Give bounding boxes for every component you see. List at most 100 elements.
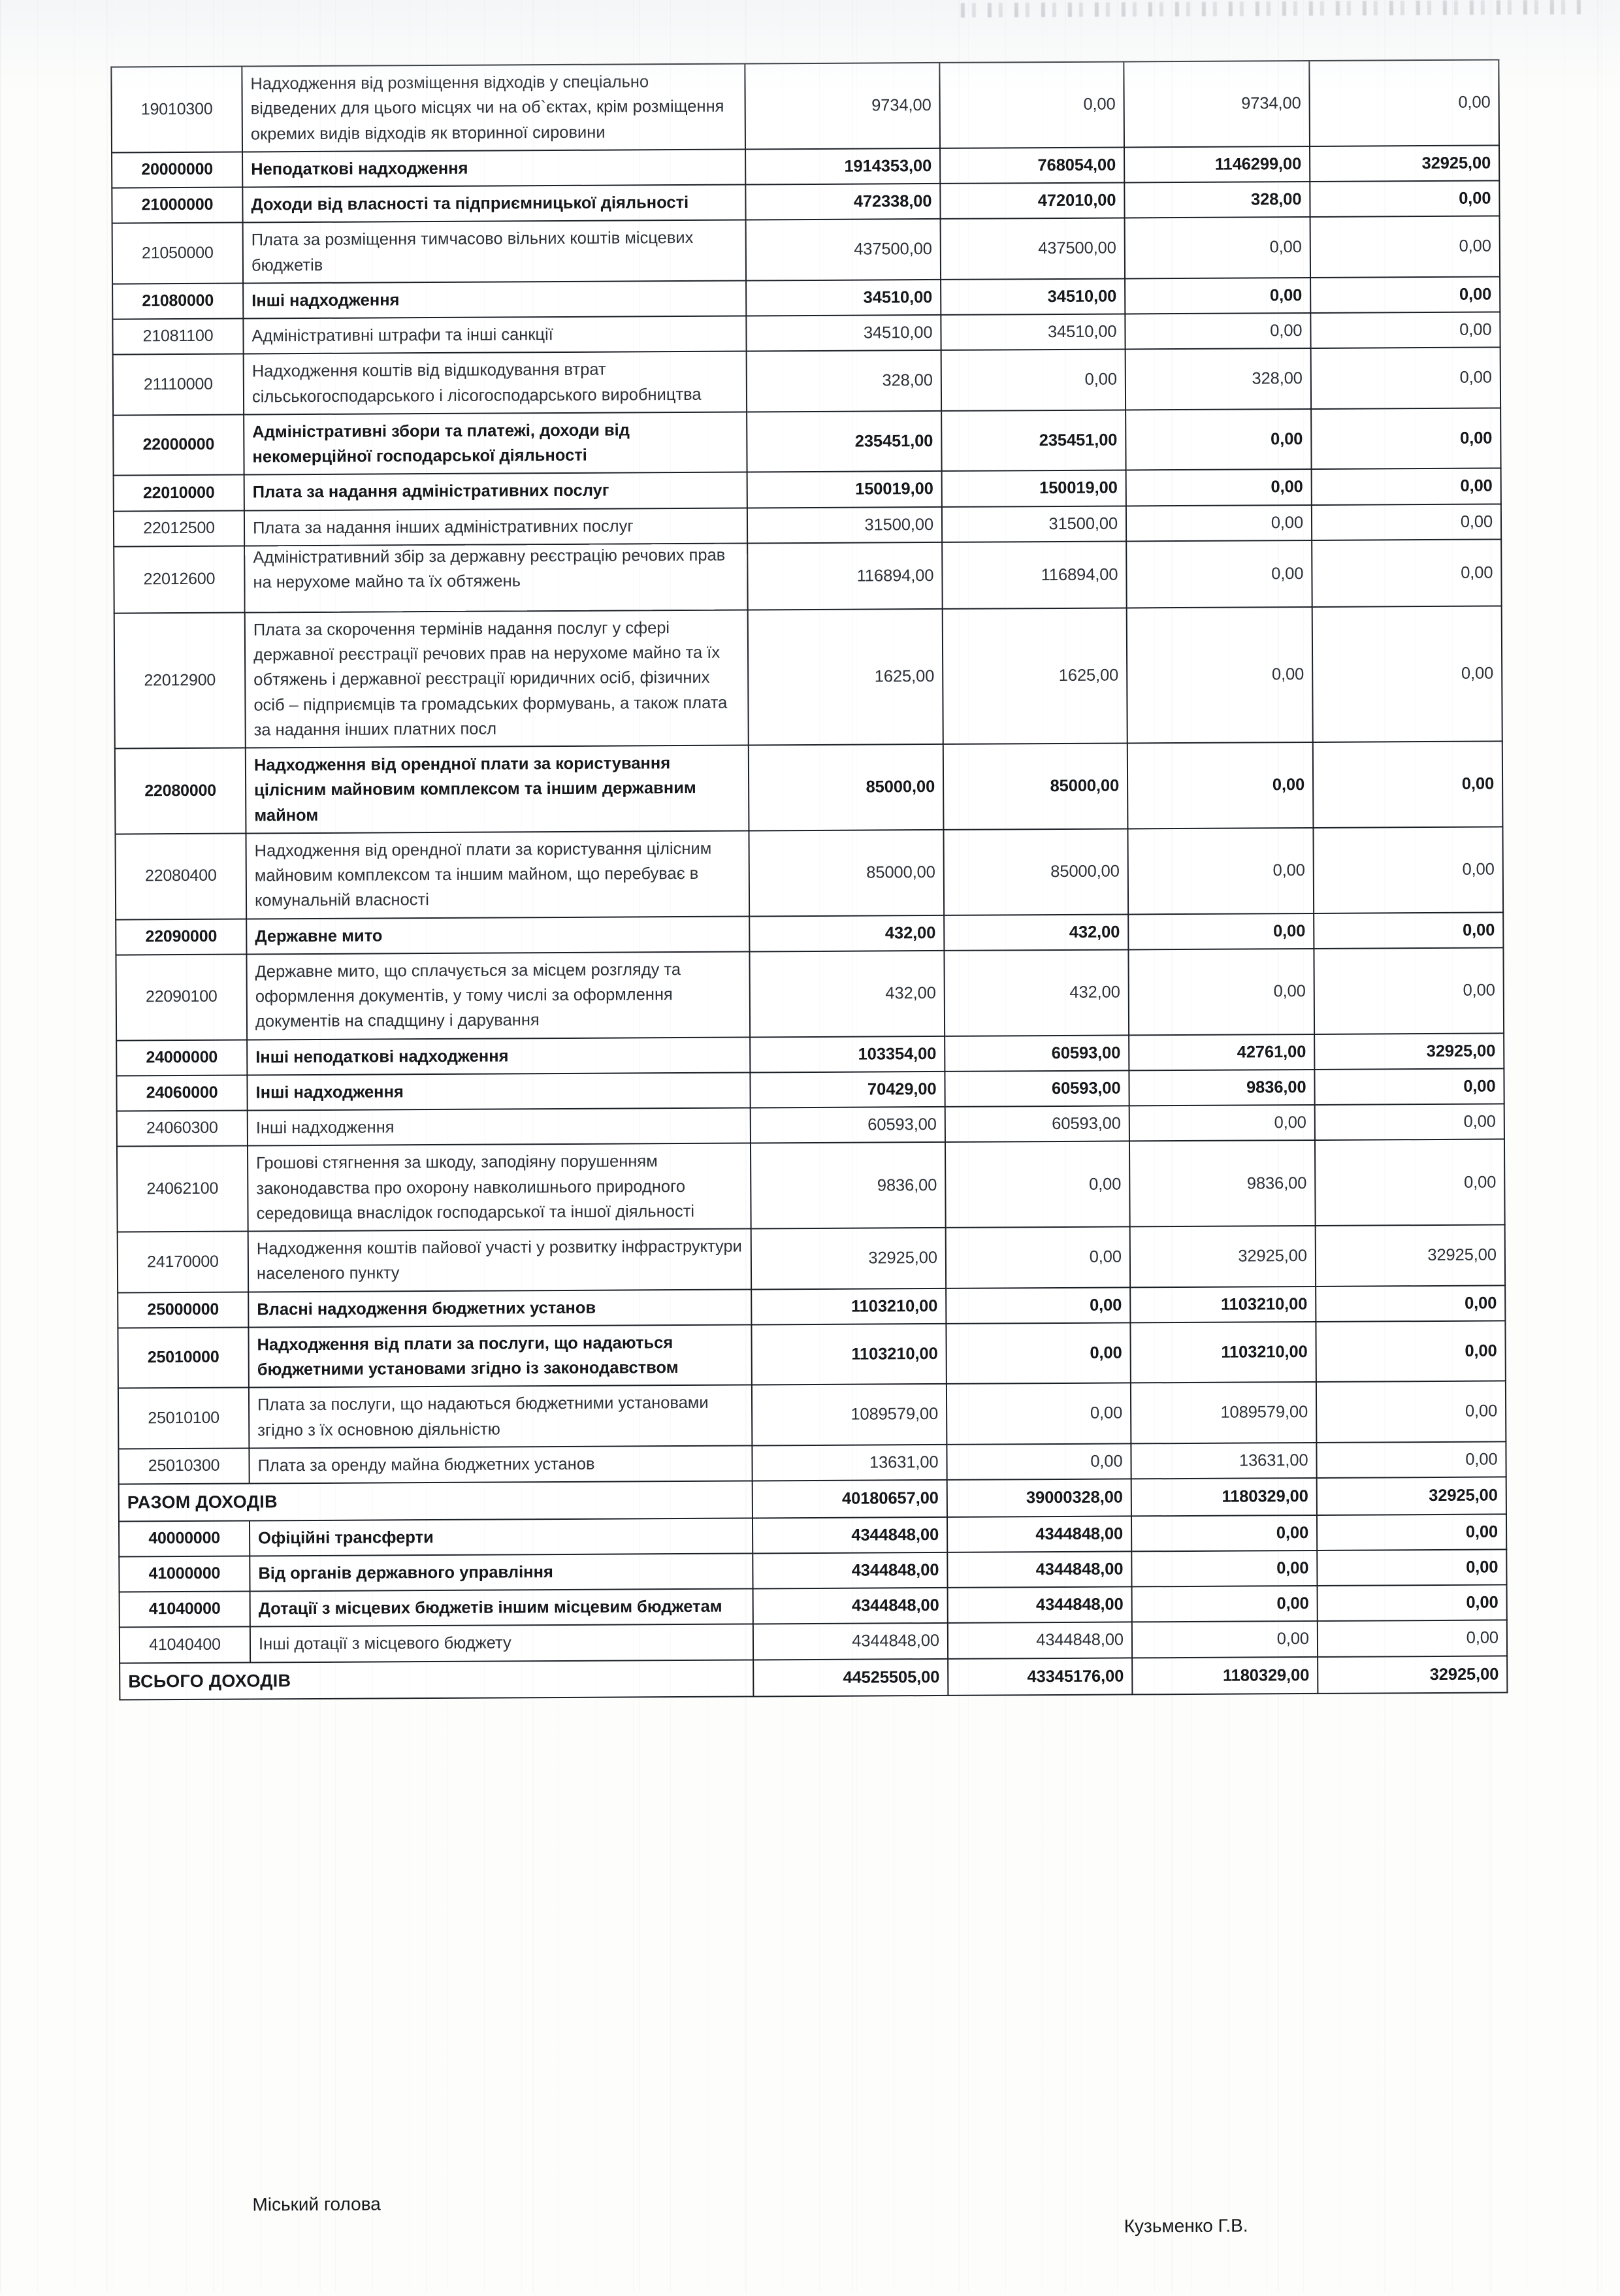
table-row: 21050000 Плата за розміщення тимчасово ві… <box>112 216 1500 284</box>
row-value-v3: 328,00 <box>1125 348 1312 410</box>
row-code: 22000000 <box>113 414 244 476</box>
row-code: 22090000 <box>116 919 247 955</box>
row-value-v4: 0,00 <box>1316 1513 1507 1550</box>
row-value-v3: 0,00 <box>1128 948 1315 1035</box>
row-value-v2: 85000,00 <box>943 743 1128 830</box>
row-name: Державне мито <box>246 915 750 955</box>
row-value-v3: 13631,00 <box>1131 1442 1317 1479</box>
row-value-v3: 9734,00 <box>1124 60 1310 148</box>
row-name: Плата за надання інших адміністративних … <box>244 507 748 546</box>
row-value-v1: 44525505,00 <box>753 1658 948 1697</box>
row-value-v4: 0,00 <box>1317 1584 1507 1622</box>
row-value-v2: 1625,00 <box>942 608 1127 744</box>
row-value-v2: 432,00 <box>944 949 1129 1036</box>
row-code: 41000000 <box>119 1556 250 1592</box>
table-row: ВСЬОГО ДОХОДІВ 44525505,00 43345176,00 1180… <box>120 1655 1508 1700</box>
row-value-v1: 235451,00 <box>747 410 942 472</box>
row-value-v1: 9734,00 <box>745 62 941 150</box>
row-value-v2: 34510,00 <box>941 278 1126 315</box>
row-value-v2: 4344848,00 <box>947 1586 1132 1624</box>
row-code: 21080000 <box>112 283 244 320</box>
row-name: Плата за скорочення термінів надання пос… <box>244 610 749 748</box>
row-value-v1: 9836,00 <box>750 1142 946 1229</box>
row-value-v4: 0,00 <box>1313 827 1504 913</box>
row-value-v3: 0,00 <box>1126 469 1312 506</box>
row-value-v3: 1146299,00 <box>1124 146 1310 183</box>
row-value-v2: 4344848,00 <box>947 1551 1132 1588</box>
row-code: 24062100 <box>116 1145 248 1232</box>
row-value-v2: 432,00 <box>944 913 1129 951</box>
row-name: Грошові стягнення за шкоду, заподіяну по… <box>247 1143 751 1232</box>
signatory-name: Кузьменко Г.В. <box>1124 2215 1248 2237</box>
row-code: 22012900 <box>114 612 246 749</box>
row-name: Надходження коштів пайової участі у розв… <box>248 1228 752 1292</box>
row-value-v2: 39000328,00 <box>947 1479 1131 1517</box>
row-name: Інші надходження <box>243 280 747 319</box>
row-value-v4: 0,00 <box>1311 468 1501 505</box>
row-value-v4: 0,00 <box>1316 1285 1506 1322</box>
row-name: Інші надходження <box>247 1072 751 1111</box>
row-value-v2: 4344848,00 <box>947 1622 1133 1659</box>
row-value-v4: 0,00 <box>1314 1068 1504 1105</box>
row-value-v2: 768054,00 <box>940 147 1125 184</box>
row-value-v4: 0,00 <box>1310 347 1501 409</box>
row-code: 20000000 <box>112 152 243 188</box>
row-value-v3: 0,00 <box>1131 1621 1318 1658</box>
row-value-v1: 70429,00 <box>750 1071 945 1108</box>
table-row: 24062100 Грошові стягнення за шкоду, запо… <box>116 1139 1505 1232</box>
row-value-v3: 9836,00 <box>1129 1140 1316 1227</box>
row-value-v3: 0,00 <box>1128 913 1314 950</box>
row-name: Інші дотації з місцевого бюджету <box>250 1624 754 1662</box>
row-value-v2: 472010,00 <box>940 182 1125 220</box>
row-value-v2: 4344848,00 <box>947 1515 1132 1552</box>
row-value-v2: 43345176,00 <box>948 1657 1133 1696</box>
row-name: Власні надходження бюджетних установ <box>248 1288 752 1328</box>
row-value-v3: 328,00 <box>1124 181 1310 218</box>
row-value-v4: 32925,00 <box>1318 1655 1508 1694</box>
row-code: 25010100 <box>118 1387 250 1449</box>
row-value-v4: 0,00 <box>1314 1139 1505 1226</box>
table-row: 25010100 Плата за послуги, що надаються б… <box>118 1381 1506 1449</box>
row-value-v4: 0,00 <box>1310 180 1500 218</box>
row-code: 25010300 <box>118 1448 250 1484</box>
row-value-v4: 0,00 <box>1314 947 1504 1034</box>
row-value-v3: 0,00 <box>1126 504 1312 542</box>
row-value-v2: 31500,00 <box>941 505 1127 542</box>
row-value-v2: 85000,00 <box>943 828 1129 915</box>
row-value-v2: 0,00 <box>945 1226 1131 1288</box>
row-value-v3: 0,00 <box>1126 606 1313 744</box>
row-value-v4: 0,00 <box>1310 216 1500 278</box>
row-value-v3: 0,00 <box>1127 827 1314 914</box>
signatory-position: Міський голова <box>252 2193 381 2215</box>
row-value-v1: 4344848,00 <box>753 1587 948 1624</box>
row-code: 21081100 <box>112 318 244 355</box>
row-code: 22012600 <box>114 546 245 614</box>
row-value-v1: 85000,00 <box>749 829 945 916</box>
total-row-label: ВСЬОГО ДОХОДІВ <box>120 1659 754 1700</box>
row-value-v1: 150019,00 <box>747 471 942 508</box>
table-row: 25010000 Надходження від плати за послуги… <box>118 1320 1506 1388</box>
row-value-v3: 0,00 <box>1125 277 1311 314</box>
row-code: 21110000 <box>112 353 244 416</box>
row-code: 22010000 <box>113 474 244 512</box>
row-value-v1: 472338,00 <box>745 183 941 220</box>
row-value-v1: 103354,00 <box>750 1036 945 1073</box>
row-code: 40000000 <box>118 1520 250 1557</box>
table-row: 22080400 Надходження від орендної плати з… <box>115 827 1504 920</box>
row-value-v1: 13631,00 <box>752 1444 947 1481</box>
table-row: 22090100 Державне мито, що сплачується за… <box>116 947 1504 1041</box>
row-value-v2: 116894,00 <box>942 541 1127 609</box>
row-code: 24060300 <box>116 1110 248 1147</box>
row-value-v3: 0,00 <box>1125 312 1311 350</box>
row-value-v2: 0,00 <box>941 349 1126 411</box>
row-value-v3: 1180329,00 <box>1131 1477 1317 1516</box>
row-name: Надходження від плати за послуги, що над… <box>248 1324 752 1388</box>
row-value-v3: 0,00 <box>1131 1585 1318 1622</box>
row-value-v4: 0,00 <box>1314 911 1504 949</box>
row-value-v4: 0,00 <box>1311 503 1502 540</box>
row-code: 24000000 <box>116 1040 248 1076</box>
row-value-v1: 1914353,00 <box>745 148 941 185</box>
row-name: Плата за оренду майна бюджетних установ <box>249 1445 753 1484</box>
row-value-v1: 432,00 <box>749 950 945 1037</box>
table-row: 22012900 Плата за скорочення термінів над… <box>114 606 1502 749</box>
